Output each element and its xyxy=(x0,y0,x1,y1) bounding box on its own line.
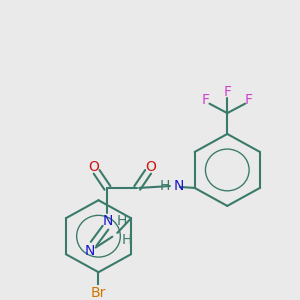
Text: F: F xyxy=(202,93,209,107)
Text: F: F xyxy=(223,85,231,99)
Text: N: N xyxy=(102,214,113,228)
Text: H: H xyxy=(116,214,127,228)
Text: O: O xyxy=(88,160,99,174)
Text: H: H xyxy=(122,232,132,247)
Text: Br: Br xyxy=(91,286,106,300)
Text: H: H xyxy=(160,179,170,193)
Text: O: O xyxy=(146,160,157,174)
Text: F: F xyxy=(245,93,253,107)
Text: N: N xyxy=(85,244,95,258)
Text: N: N xyxy=(174,179,184,193)
